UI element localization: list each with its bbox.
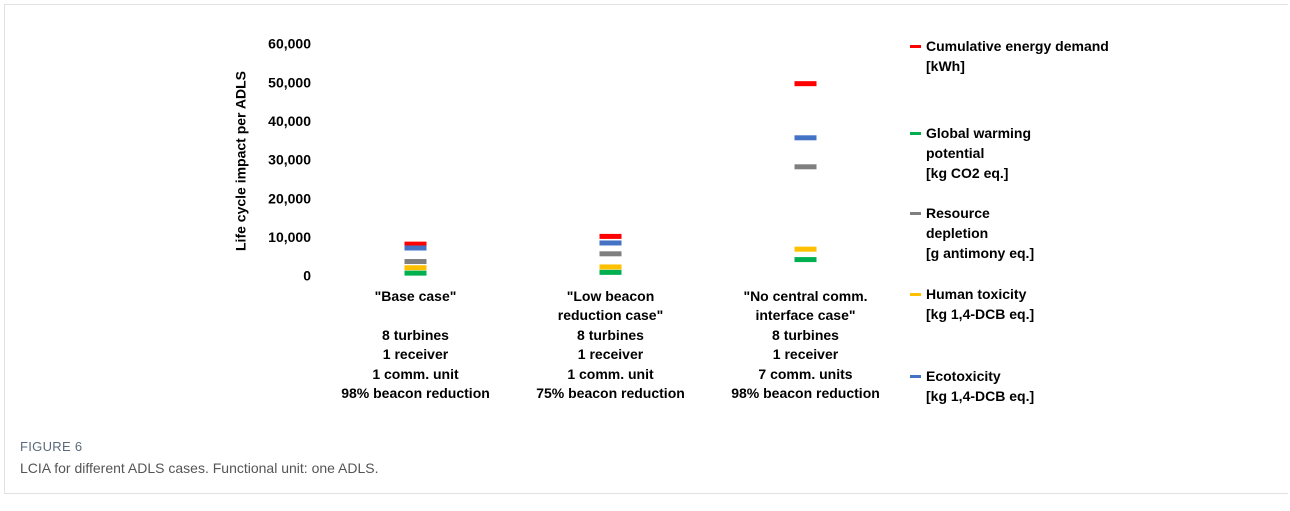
- x-tick-label: "No central comm. interface case" 8 turb…: [731, 288, 880, 402]
- legend-swatch: [910, 45, 921, 48]
- marker: [794, 257, 817, 263]
- y-tick-label: 20,000: [268, 190, 311, 206]
- x-tick-label: "Base case" 8 turbines 1 receiver 1 comm…: [341, 288, 490, 402]
- marker: [599, 240, 622, 246]
- marker: [404, 241, 427, 247]
- legend-entry: Resource depletion [g antimony eq.]: [910, 203, 1034, 263]
- marker: [404, 245, 427, 251]
- marker: [599, 269, 622, 275]
- marker: [404, 265, 427, 271]
- y-tick-label: 50,000: [268, 74, 311, 90]
- figure-caption: LCIA for different ADLS cases. Functiona…: [20, 460, 379, 476]
- legend-entry: Human toxicity [kg 1,4-DCB eq.]: [910, 284, 1034, 324]
- legend-swatch: [910, 212, 921, 215]
- legend-swatch: [910, 375, 921, 378]
- legend-entry: Cumulative energy demand [kWh]: [910, 36, 1109, 76]
- y-tick-label: 10,000: [268, 229, 311, 245]
- legend-swatch: [910, 132, 921, 135]
- marker: [794, 81, 817, 87]
- y-tick-label: 40,000: [268, 113, 311, 129]
- marker: [794, 246, 817, 252]
- marker: [404, 259, 427, 265]
- marker: [794, 164, 817, 170]
- marker: [599, 251, 622, 257]
- x-tick-label: "Low beacon reduction case" 8 turbines 1…: [536, 288, 685, 402]
- legend-entry: Ecotoxicity [kg 1,4-DCB eq.]: [910, 366, 1034, 406]
- figure-label: FIGURE 6: [20, 439, 83, 454]
- figure-frame: [4, 4, 1288, 494]
- marker: [599, 264, 622, 270]
- y-tick-label: 0: [303, 268, 311, 284]
- marker: [404, 270, 427, 276]
- chart: Life cycle impact per ADLS 0 10,000 20,000…: [233, 36, 817, 284]
- y-axis-title: Life cycle impact per ADLS: [233, 71, 249, 251]
- y-tick-label: 60,000: [268, 36, 311, 52]
- y-tick-label: 30,000: [268, 152, 311, 168]
- marker: [794, 135, 817, 141]
- legend-swatch: [910, 293, 921, 296]
- marker: [599, 233, 622, 239]
- legend-entry: Global warming potential [kg CO2 eq.]: [910, 123, 1031, 183]
